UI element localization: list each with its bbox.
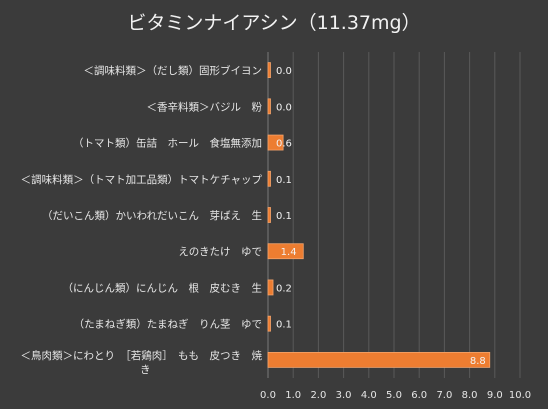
data-label: 8.8 [470,356,486,367]
y-category-label: ＜調味料類＞（だし類）固形ブイヨン [84,64,263,77]
bar [267,351,491,368]
chart-title: ビタミンナイアシン（11.37mg） [127,12,421,34]
x-tick-label: 9.0 [487,390,503,401]
y-category-label: （だいこん類）かいわれだいこん 芽ばえ 生 [42,209,262,222]
bar [267,279,274,296]
x-tick-label: 4.0 [361,390,377,401]
y-category-label: ＜鳥肉類＞にわとり ［若鶏肉］ もも 皮つき 焼き [21,349,263,376]
x-tick-label: 10.0 [509,390,531,401]
x-tick-label: 5.0 [386,390,402,401]
x-tick-label: 2.0 [310,390,326,401]
bar [267,315,271,332]
bar [267,62,271,79]
bar [267,243,304,260]
y-category-label: （たまねぎ類）たまねぎ りん茎 ゆで [74,318,262,331]
bar [267,134,284,151]
y-category-label: （にんじん類）にんじん 根 皮むき 生 [63,281,263,294]
bar [267,170,271,187]
data-label: 0.6 [276,139,292,150]
y-category-label: えのきたけ ゆで [178,246,262,258]
y-category-label: ＜調味料類＞（トマト加工品類）トマトケチャップ [21,173,263,186]
x-tick-label: 1.0 [285,390,301,401]
x-tick-label: 0.0 [260,390,276,401]
data-label: 0.1 [276,211,292,222]
data-label: 0.2 [276,283,292,294]
data-label: 1.4 [281,247,297,258]
y-category-label: （トマト類）缶詰 ホール 食塩無添加 [73,137,262,150]
y-category-label: ＜香辛料類＞バジル 粉 [147,100,263,113]
data-label: 0.1 [276,320,292,331]
data-label: 0.1 [276,175,292,186]
bar [267,207,271,223]
data-label: 0.0 [276,102,292,113]
data-label: 0.0 [276,66,292,77]
bar [267,98,271,115]
x-tick-label: 7.0 [436,390,452,401]
x-tick-label: 6.0 [411,390,427,401]
x-tick-label: 3.0 [336,390,352,401]
x-tick-label: 8.0 [462,390,478,401]
